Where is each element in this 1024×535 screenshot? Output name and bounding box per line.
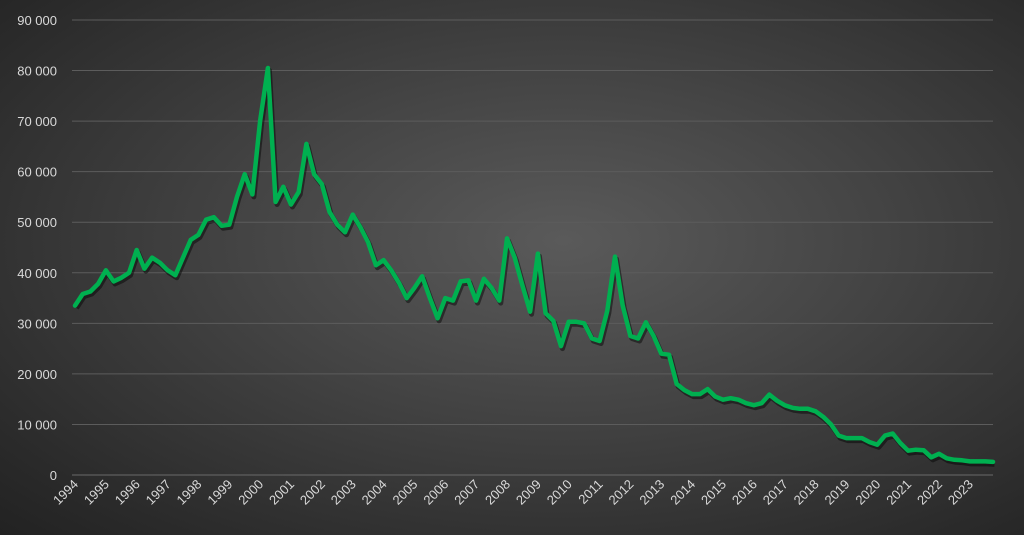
x-tick-label: 2006 xyxy=(420,477,451,508)
x-tick-label: 2007 xyxy=(451,477,482,508)
y-tick-label: 30 000 xyxy=(17,316,57,331)
x-tick-label: 1995 xyxy=(81,477,112,508)
x-tick-label: 2016 xyxy=(729,477,760,508)
x-tick-label: 2022 xyxy=(914,477,945,508)
x-tick-label: 2012 xyxy=(605,477,636,508)
x-tick-label: 1996 xyxy=(112,477,143,508)
x-tick-label: 2017 xyxy=(760,477,791,508)
y-axis-ticks: 0 10 000 20 000 30 000 40 000 50 000 60 000 70 … xyxy=(17,13,57,483)
y-tick-label: 90 000 xyxy=(17,13,57,28)
y-tick-label: 20 000 xyxy=(17,367,57,382)
x-tick-label: 2010 xyxy=(544,477,575,508)
x-tick-label: 2019 xyxy=(821,477,852,508)
x-tick-label: 2002 xyxy=(297,477,328,508)
x-tick-label: 1999 xyxy=(204,477,235,508)
x-tick-label: 1998 xyxy=(173,477,204,508)
x-tick-label: 2008 xyxy=(482,477,513,508)
y-tick-label: 40 000 xyxy=(17,266,57,281)
y-tick-label: 0 xyxy=(50,468,57,483)
y-tick-label: 50 000 xyxy=(17,215,57,230)
y-tick-label: 80 000 xyxy=(17,64,57,79)
x-tick-label: 2014 xyxy=(667,477,698,508)
series-line xyxy=(72,65,996,465)
x-tick-label: 2004 xyxy=(359,477,390,508)
x-tick-label: 2020 xyxy=(852,477,883,508)
series xyxy=(72,65,996,467)
x-tick-label: 2000 xyxy=(235,477,266,508)
y-tick-label: 10 000 xyxy=(17,417,57,432)
y-tick-label: 70 000 xyxy=(17,114,57,129)
x-tick-label: 2013 xyxy=(636,477,667,508)
x-tick-label: 2015 xyxy=(698,477,729,508)
x-tick-label: 2001 xyxy=(266,477,297,508)
x-tick-label: 2023 xyxy=(945,477,976,508)
x-tick-label: 2011 xyxy=(575,477,605,507)
y-tick-label: 60 000 xyxy=(17,165,57,180)
x-tick-label: 2021 xyxy=(883,477,914,508)
x-axis-ticks: 1994 1995 1996 1997 1998 1999 2000 2001 2002 2003… xyxy=(50,477,976,508)
gridlines xyxy=(72,19,993,476)
x-tick-label: 2009 xyxy=(513,477,544,508)
x-tick-label: 2018 xyxy=(791,477,822,508)
x-tick-label: 1997 xyxy=(143,477,174,508)
x-tick-label: 2003 xyxy=(328,477,359,508)
x-tick-label: 2005 xyxy=(389,477,420,508)
